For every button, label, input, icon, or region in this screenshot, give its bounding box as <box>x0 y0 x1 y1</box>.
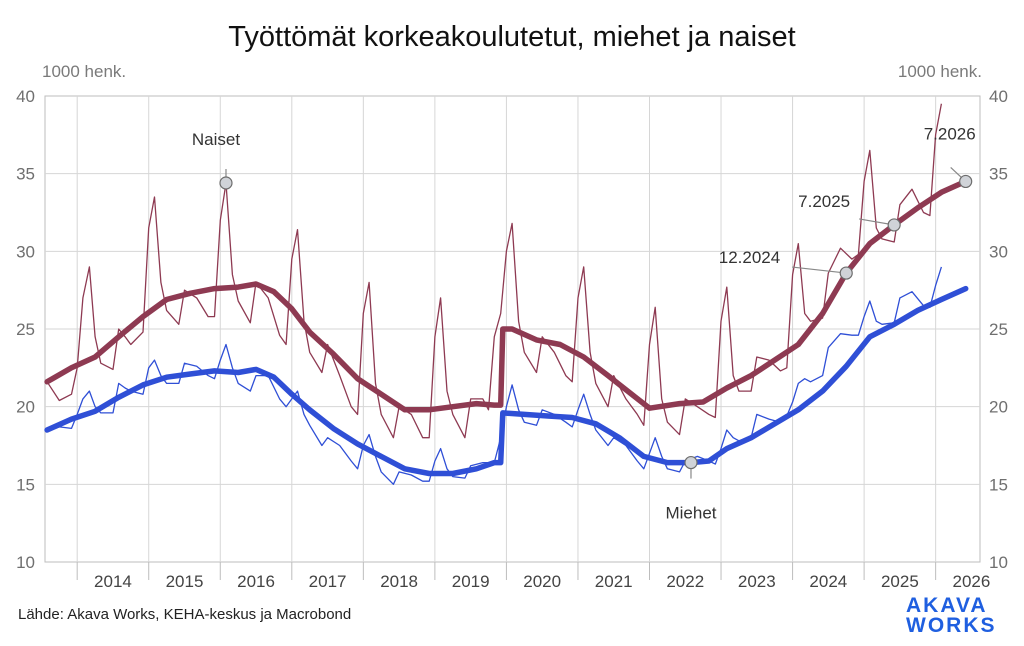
x-tick-label: 2023 <box>738 572 776 591</box>
y-axis-right: 10 15 20 25 30 35 40 <box>989 87 1008 572</box>
logo-line-1: AKAVA <box>906 594 988 617</box>
y-tick-right: 20 <box>989 398 1008 417</box>
akava-works-logo: AKAVA WORKS <box>906 594 997 637</box>
y-tick-left: 40 <box>16 87 35 106</box>
x-tick-label: 2025 <box>881 572 919 591</box>
chart-title: Työttömät korkeakoulutetut, miehet ja na… <box>228 21 795 53</box>
source-note: Lähde: Akava Works, KEHA-keskus ja Macro… <box>18 606 351 623</box>
series-lines <box>44 103 969 485</box>
y-axis-left: 10 15 20 25 30 35 40 <box>16 87 35 572</box>
y-tick-left: 10 <box>16 553 35 572</box>
annotation-label: Miehet <box>665 504 716 523</box>
y-tick-left: 35 <box>16 165 35 184</box>
x-tick-label: 2021 <box>595 572 633 591</box>
annotation-label: 7.2025 <box>798 192 850 211</box>
y-tick-left: 15 <box>16 475 35 494</box>
x-tick-label: 2022 <box>666 572 704 591</box>
series-line-naiset-monthly <box>46 103 943 439</box>
annotation-marker <box>684 455 698 470</box>
annotation-marker <box>839 266 853 280</box>
y-tick-right: 15 <box>989 475 1008 494</box>
y-tick-left: 30 <box>16 242 35 261</box>
x-tick-label: 2017 <box>309 572 347 591</box>
x-axis: 2014 2015 2016 2017 2018 2019 2020 2021 2022 2023… <box>76 562 991 591</box>
annotation-marker <box>219 176 233 190</box>
logo-line-2: WORKS <box>906 614 997 637</box>
y-tick-right: 35 <box>989 165 1008 184</box>
y-tick-right: 25 <box>989 320 1008 339</box>
y-tick-right: 10 <box>989 553 1008 572</box>
annotation-leader <box>792 266 847 274</box>
y-tick-right: 40 <box>989 87 1008 106</box>
x-tick-label: 2015 <box>166 572 204 591</box>
x-tick-label: 2016 <box>237 572 275 591</box>
x-tick-label: 2024 <box>809 572 847 591</box>
y-tick-left: 20 <box>16 398 35 417</box>
annotation-label: 7.2026 <box>924 124 976 143</box>
x-tick-label: 2026 <box>953 572 991 591</box>
x-tick-label: 2019 <box>452 572 490 591</box>
annotation-marker <box>887 218 901 232</box>
x-tick-label: 2018 <box>380 572 418 591</box>
annotation-marker <box>959 174 973 189</box>
annotation-label: Naiset <box>192 130 240 149</box>
y-axis-unit-right: 1000 henk. <box>898 62 982 81</box>
series-line-miehet-monthly <box>46 266 943 485</box>
x-tick-label: 2020 <box>523 572 561 591</box>
grid-lines <box>45 96 980 562</box>
y-axis-unit-left: 1000 henk. <box>42 62 126 81</box>
series-line-miehet-trend <box>44 285 969 477</box>
annotations: Naiset Miehet 12.2024 7.2025 7.2026 <box>192 124 976 522</box>
y-tick-right: 30 <box>989 242 1008 261</box>
series-line-naiset-trend <box>44 178 969 413</box>
x-tick-label: 2014 <box>94 572 132 591</box>
annotation-label: 12.2024 <box>719 248 780 267</box>
y-tick-left: 25 <box>16 320 35 339</box>
